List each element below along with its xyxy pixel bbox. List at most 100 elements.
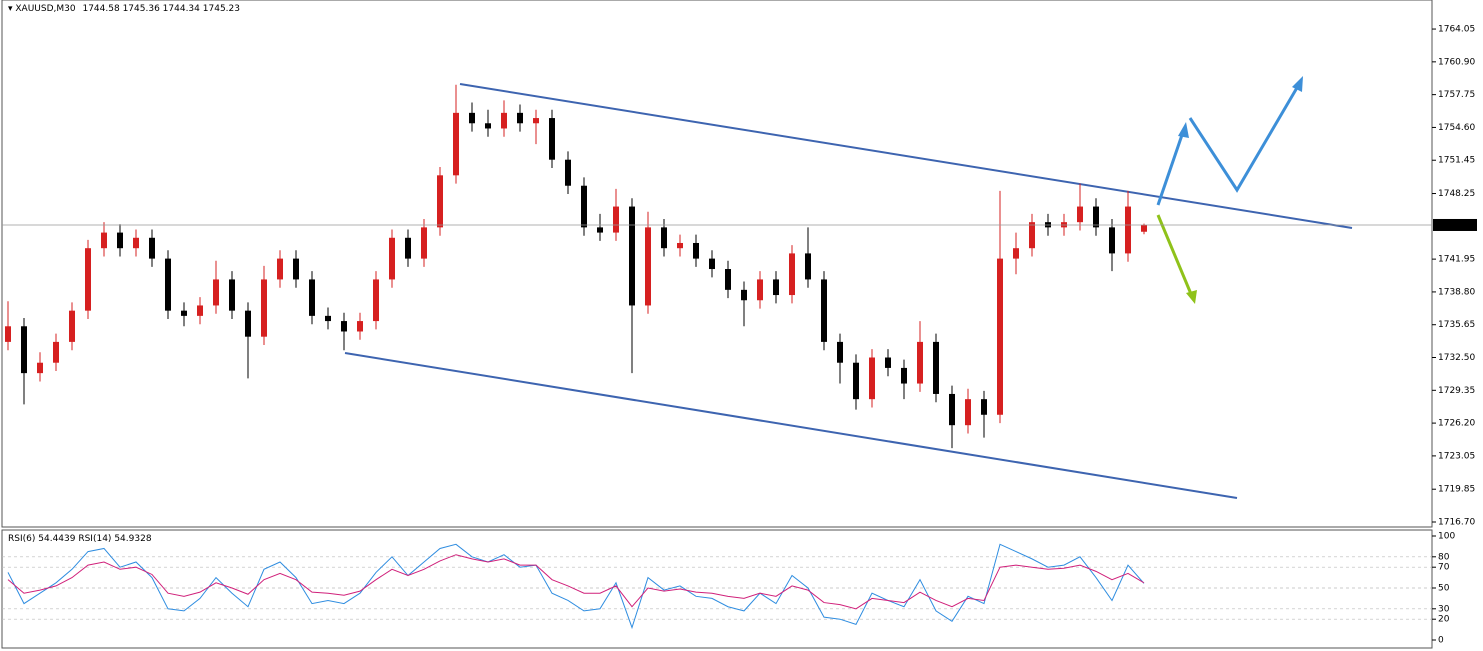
arrow-head bbox=[1178, 122, 1189, 138]
candle-body bbox=[181, 310, 187, 316]
y-tick-label: 1757.75 bbox=[1438, 90, 1475, 100]
candle-body bbox=[437, 175, 443, 228]
price-pane bbox=[1, 0, 1433, 528]
candle-body bbox=[5, 326, 11, 342]
y-tick-label: 50 bbox=[1438, 584, 1450, 594]
rsi-line bbox=[7, 543, 1145, 630]
candle-body bbox=[645, 227, 651, 306]
y-tick-label: 1764.05 bbox=[1438, 25, 1475, 35]
candle-body bbox=[325, 315, 331, 322]
y-tick-label: 1751.45 bbox=[1438, 156, 1475, 166]
arrow-up bbox=[1156, 131, 1185, 206]
symbol: XAUUSD,M30 bbox=[15, 4, 75, 14]
arrow-path bbox=[1188, 85, 1300, 193]
candle-body bbox=[805, 253, 811, 280]
legend-name: RSI(14) bbox=[78, 534, 111, 544]
candle-body bbox=[1013, 248, 1019, 259]
candle-body bbox=[101, 232, 107, 249]
candle-body bbox=[53, 341, 59, 363]
candle-body bbox=[885, 357, 891, 368]
candle-body bbox=[85, 248, 91, 311]
candle-body bbox=[1125, 206, 1131, 254]
y-tick-label: 1741.95 bbox=[1438, 255, 1475, 265]
forecast-arrows bbox=[1156, 76, 1303, 304]
y-tick-label: 1716.70 bbox=[1438, 518, 1475, 528]
y-tick-label: 1735.65 bbox=[1438, 320, 1475, 330]
candle-body bbox=[869, 357, 875, 400]
candle-body bbox=[901, 367, 907, 384]
candle-body bbox=[469, 112, 475, 124]
y-tick-label: 30 bbox=[1438, 604, 1450, 614]
y-tick-label: 0 bbox=[1438, 636, 1444, 646]
candle-body bbox=[1141, 224, 1147, 232]
candle-body bbox=[277, 258, 283, 280]
candle-body bbox=[293, 258, 299, 280]
candle-body bbox=[1029, 222, 1035, 249]
y-tick-label: 1723.05 bbox=[1438, 451, 1475, 461]
candle-body bbox=[1077, 206, 1083, 223]
candle-body bbox=[21, 326, 27, 374]
candle-body bbox=[725, 269, 731, 290]
header-marker: ▾ bbox=[8, 4, 15, 14]
candle-body bbox=[229, 279, 235, 311]
candle-body bbox=[501, 112, 507, 129]
candle-body bbox=[997, 258, 1003, 415]
candle-body bbox=[1109, 227, 1115, 254]
candle-body bbox=[597, 227, 603, 233]
candle-body bbox=[917, 341, 923, 384]
legend-name: RSI(6) bbox=[8, 534, 35, 544]
candle-body bbox=[741, 289, 747, 301]
candle-body bbox=[309, 279, 315, 316]
y-tick-label: 80 bbox=[1438, 552, 1450, 562]
current-price-box bbox=[1433, 218, 1477, 231]
candle-body bbox=[949, 393, 955, 426]
candle-body bbox=[133, 237, 139, 249]
y-tick-label: 1726.20 bbox=[1438, 419, 1475, 429]
y-tick-label: 1732.50 bbox=[1438, 353, 1475, 363]
y-tick-label: 1760.90 bbox=[1438, 57, 1475, 67]
header-close: 1745.23 bbox=[203, 4, 240, 14]
candle-body bbox=[981, 399, 987, 415]
candle-body bbox=[453, 112, 459, 176]
candle-body bbox=[533, 118, 539, 124]
candle-body bbox=[149, 237, 155, 259]
current-price-label: 1745.23 bbox=[1436, 220, 1473, 230]
candle-body bbox=[661, 227, 667, 249]
lower-trend-line bbox=[344, 352, 1238, 499]
y-tick-label: 1719.85 bbox=[1438, 485, 1475, 495]
y-tick-label: 20 bbox=[1438, 615, 1450, 625]
rsi-header: RSI(6) 54.4439 RSI(14) 54.9328 bbox=[8, 534, 152, 544]
y-tick-label: 100 bbox=[1438, 532, 1455, 542]
price-header: ▾ XAUUSD,M30 1744.58 1745.36 1744.34 174… bbox=[8, 4, 240, 14]
candle-body bbox=[485, 123, 491, 129]
candle-body bbox=[69, 310, 75, 342]
candle-body bbox=[213, 279, 219, 306]
y-tick-label: 1729.35 bbox=[1438, 386, 1475, 396]
candle-body bbox=[757, 279, 763, 301]
candle-body bbox=[933, 341, 939, 394]
candle-body bbox=[853, 362, 859, 400]
candle-body bbox=[773, 279, 779, 296]
y-tick-label: 1754.60 bbox=[1438, 123, 1475, 133]
rsi-line bbox=[7, 554, 1145, 610]
candle-body bbox=[581, 185, 587, 228]
candle-body bbox=[789, 253, 795, 296]
candle-body bbox=[837, 341, 843, 363]
candle-body bbox=[693, 242, 699, 259]
candle-body bbox=[117, 232, 123, 249]
legend-value: 54.4439 bbox=[38, 534, 75, 544]
candle-body bbox=[197, 305, 203, 316]
header-high: 1745.36 bbox=[123, 4, 160, 14]
y-tick-label: 1748.25 bbox=[1438, 189, 1475, 199]
candle-body bbox=[373, 279, 379, 322]
candle-body bbox=[821, 279, 827, 342]
candle-body bbox=[245, 310, 251, 337]
y-tick-label: 70 bbox=[1438, 563, 1450, 573]
rsi-pane bbox=[1, 529, 1433, 649]
header-low: 1744.34 bbox=[163, 4, 200, 14]
candle-body bbox=[517, 112, 523, 124]
candle-body bbox=[549, 118, 555, 160]
y-tick-label: 1738.80 bbox=[1438, 287, 1475, 297]
